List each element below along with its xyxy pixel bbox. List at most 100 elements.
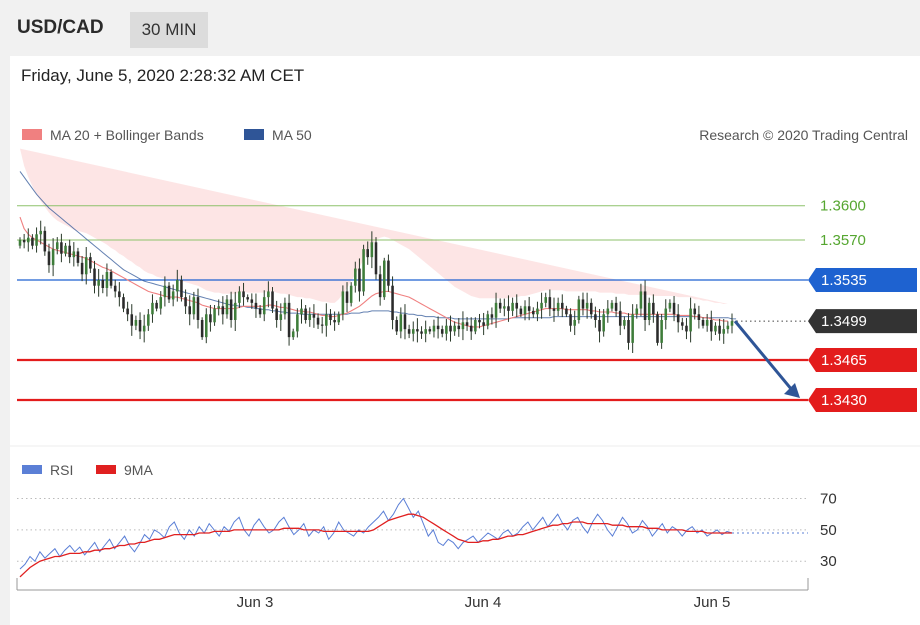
- ma50-legend-label: MA 50: [272, 127, 312, 143]
- candle-body: [35, 234, 38, 246]
- candle-body: [714, 325, 717, 332]
- candle-body: [333, 320, 336, 323]
- candle-body: [527, 306, 531, 311]
- candle-body: [159, 297, 163, 309]
- candle-body: [631, 314, 634, 343]
- candle-body: [250, 299, 254, 303]
- candle-body: [718, 325, 721, 334]
- support-level-tag: [808, 388, 917, 412]
- price-chart: 1.3600 1.3570 1.3535 1.3499 1.3465 1.3430: [17, 148, 917, 412]
- candle-body: [80, 262, 84, 275]
- candle-body: [623, 320, 626, 326]
- candle-body: [676, 314, 680, 323]
- candle-body: [618, 310, 622, 326]
- pivot-level-tag: [808, 268, 917, 292]
- candle-body: [523, 306, 527, 315]
- candle-body: [540, 302, 543, 309]
- candle-body: [399, 314, 403, 332]
- candle-body: [84, 257, 88, 275]
- candle-body: [469, 325, 473, 332]
- candle-body: [639, 291, 643, 309]
- candle-body: [453, 325, 456, 332]
- candle-body: [242, 291, 245, 298]
- candle-body: [254, 302, 258, 309]
- candle-body: [589, 302, 593, 315]
- candle-body: [300, 308, 303, 315]
- candle-body: [664, 308, 668, 320]
- candle-body: [581, 299, 585, 309]
- candle-body: [287, 302, 291, 338]
- chart-datetime: Friday, June 5, 2020 2:28:32 AM CET: [21, 66, 305, 85]
- rsi-tick-label: 70: [820, 491, 837, 508]
- candle-body: [370, 242, 374, 258]
- candle-body: [122, 297, 125, 309]
- candle-body: [552, 308, 556, 311]
- rsi-chart: 70 50 30: [17, 491, 837, 578]
- candle-body: [383, 260, 386, 298]
- symbol-title: USD/CAD: [17, 17, 104, 38]
- candle-body: [424, 329, 427, 334]
- candle-body: [142, 325, 146, 332]
- candle-body: [22, 240, 26, 243]
- ma20-legend-label: MA 20 + Bollinger Bands: [50, 127, 204, 143]
- candle-body: [68, 245, 71, 258]
- candle-body: [577, 299, 581, 320]
- candle-body: [614, 302, 618, 311]
- forecast-arrow-head: [784, 383, 800, 398]
- candle-body: [283, 302, 287, 315]
- candle-body: [291, 331, 295, 338]
- candle-body: [304, 308, 307, 320]
- candle-body: [205, 314, 208, 338]
- candle-body: [432, 325, 436, 332]
- resistance-level-label: 1.3570: [820, 232, 866, 249]
- candle-body: [387, 260, 390, 286]
- candle-body: [548, 297, 552, 309]
- candle-body: [701, 320, 705, 326]
- candle-body: [184, 297, 187, 307]
- candle-body: [660, 320, 663, 343]
- candle-body: [515, 302, 519, 309]
- candle-body: [217, 306, 220, 309]
- candle-body: [544, 297, 547, 303]
- timeframe-button[interactable]: 30 MIN: [130, 12, 208, 48]
- candle-body: [258, 308, 262, 315]
- candle-body: [55, 242, 59, 250]
- x-tick-label: Jun 4: [465, 594, 502, 611]
- candle-body: [498, 302, 502, 309]
- x-tick-label: Jun 3: [237, 594, 274, 611]
- candle-body: [511, 302, 514, 311]
- candle-body: [507, 306, 510, 311]
- candle-body: [436, 325, 440, 330]
- candle-body: [494, 302, 498, 318]
- candle-body: [275, 308, 278, 320]
- candle-body: [697, 314, 701, 320]
- candle-body: [561, 302, 564, 309]
- candle-body: [345, 291, 349, 303]
- candle-body: [606, 308, 610, 315]
- candle-body: [97, 280, 100, 286]
- candle-body: [569, 314, 572, 326]
- candle-body: [532, 310, 535, 315]
- candle-body: [656, 314, 659, 343]
- candle-body: [233, 302, 237, 320]
- candle-body: [519, 308, 523, 315]
- candle-body: [316, 317, 320, 325]
- ma20-line: [19, 216, 728, 328]
- candle-body: [486, 314, 490, 326]
- rsi-ma-legend-swatch: [96, 465, 116, 474]
- candle-body: [72, 251, 76, 258]
- candle-body: [64, 245, 67, 254]
- ma20-legend-swatch: [22, 129, 42, 140]
- candle-body: [76, 251, 80, 263]
- ma50-legend-swatch: [244, 129, 264, 140]
- rsi-legend-label: RSI: [50, 462, 73, 478]
- candle-body: [51, 249, 55, 266]
- candle-body: [47, 251, 51, 266]
- candle-body: [213, 308, 216, 323]
- candle-body: [635, 308, 639, 315]
- candle-body: [296, 314, 299, 332]
- candle-body: [474, 320, 477, 332]
- candle-body: [445, 325, 448, 334]
- candle-body: [18, 240, 22, 246]
